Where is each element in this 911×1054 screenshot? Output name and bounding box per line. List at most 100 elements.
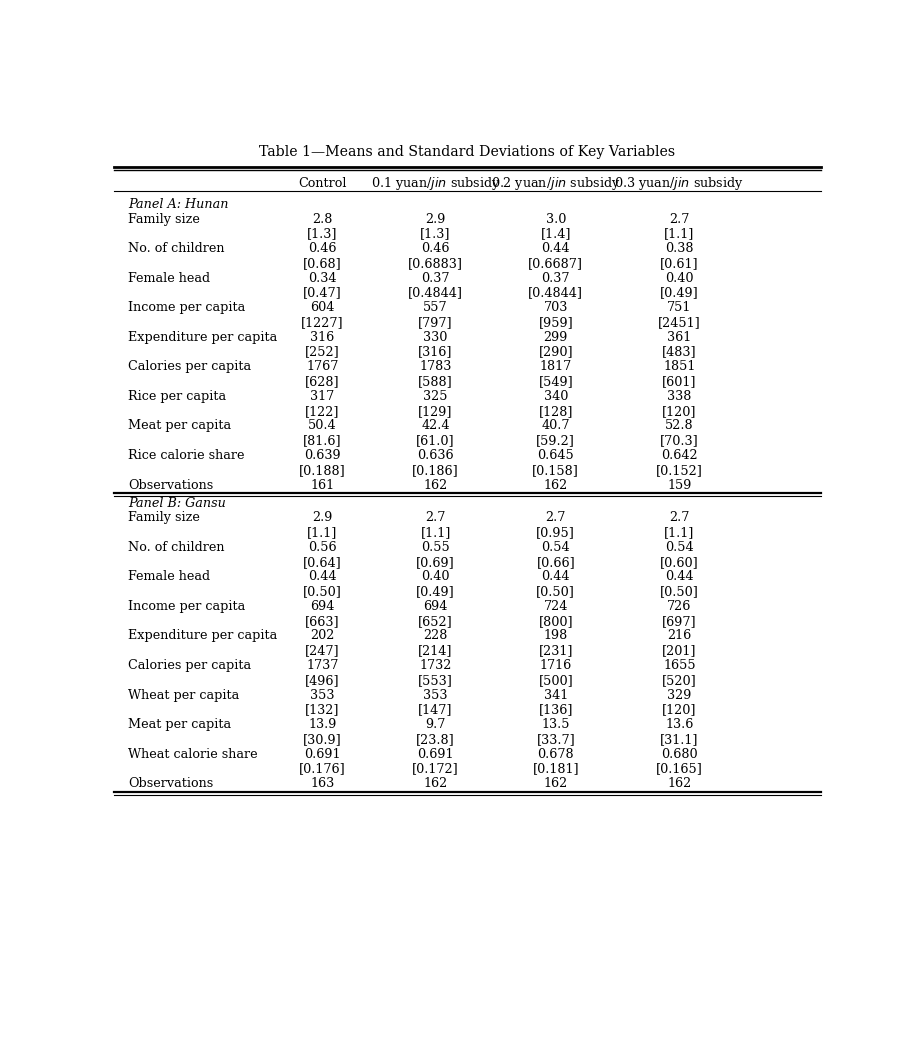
Text: 1732: 1732 (419, 659, 451, 672)
Text: 0.680: 0.680 (660, 747, 697, 761)
Text: 3.0: 3.0 (545, 213, 566, 226)
Text: 161: 161 (310, 479, 334, 491)
Text: [0.64]: [0.64] (302, 555, 342, 569)
Text: [1.1]: [1.1] (663, 228, 694, 240)
Text: 0.46: 0.46 (308, 242, 336, 255)
Text: [59.2]: [59.2] (536, 434, 575, 447)
Text: 1851: 1851 (662, 360, 695, 373)
Text: 0.645: 0.645 (537, 449, 574, 462)
Text: 340: 340 (543, 390, 568, 403)
Text: [120]: [120] (661, 405, 696, 417)
Text: 0.691: 0.691 (304, 747, 341, 761)
Text: 159: 159 (667, 479, 691, 491)
Text: 2.9: 2.9 (425, 213, 445, 226)
Text: 751: 751 (667, 301, 691, 314)
Text: [0.4844]: [0.4844] (527, 287, 583, 299)
Text: 50.4: 50.4 (308, 419, 336, 432)
Text: [31.1]: [31.1] (660, 733, 698, 746)
Text: 1737: 1737 (306, 659, 338, 672)
Text: [129]: [129] (418, 405, 453, 417)
Text: Meat per capita: Meat per capita (128, 718, 231, 731)
Text: Table 1—Means and Standard Deviations of Key Variables: Table 1—Means and Standard Deviations of… (259, 145, 675, 159)
Text: [0.60]: [0.60] (660, 555, 698, 569)
Text: [496]: [496] (305, 674, 340, 687)
Text: [0.172]: [0.172] (412, 762, 458, 776)
Text: 0.37: 0.37 (541, 272, 569, 285)
Text: 694: 694 (310, 600, 334, 613)
Text: [0.47]: [0.47] (302, 287, 342, 299)
Text: No. of children: No. of children (128, 541, 224, 553)
Text: 162: 162 (423, 479, 447, 491)
Text: [553]: [553] (418, 674, 453, 687)
Text: 2.9: 2.9 (312, 511, 333, 524)
Text: 361: 361 (667, 331, 691, 344)
Text: [81.6]: [81.6] (302, 434, 342, 447)
Text: Rice calorie share: Rice calorie share (128, 449, 244, 462)
Text: 0.1 yuan/$\it{jin}$ subsidy: 0.1 yuan/$\it{jin}$ subsidy (370, 175, 500, 192)
Text: Observations: Observations (128, 777, 213, 790)
Text: [0.188]: [0.188] (299, 464, 345, 476)
Text: [201]: [201] (661, 644, 696, 658)
Text: Calories per capita: Calories per capita (128, 360, 251, 373)
Text: [1.3]: [1.3] (307, 228, 337, 240)
Text: 52.8: 52.8 (664, 419, 693, 432)
Text: 2.7: 2.7 (425, 511, 445, 524)
Text: [290]: [290] (537, 346, 572, 358)
Text: [252]: [252] (305, 346, 340, 358)
Text: [0.186]: [0.186] (412, 464, 458, 476)
Text: [483]: [483] (661, 346, 696, 358)
Text: 0.40: 0.40 (664, 272, 693, 285)
Text: [628]: [628] (305, 375, 340, 388)
Text: [0.66]: [0.66] (536, 555, 575, 569)
Text: 724: 724 (543, 600, 568, 613)
Text: [0.49]: [0.49] (415, 585, 455, 599)
Text: [0.181]: [0.181] (532, 762, 578, 776)
Text: 353: 353 (310, 688, 334, 702)
Text: [549]: [549] (537, 375, 572, 388)
Text: 0.2 yuan/$\it{jin}$ subsidy: 0.2 yuan/$\it{jin}$ subsidy (490, 175, 619, 192)
Text: 198: 198 (543, 629, 568, 643)
Text: 40.7: 40.7 (541, 419, 569, 432)
Text: 228: 228 (423, 629, 447, 643)
Text: No. of children: No. of children (128, 242, 224, 255)
Text: Expenditure per capita: Expenditure per capita (128, 629, 277, 643)
Text: 13.5: 13.5 (541, 718, 569, 731)
Text: [1227]: [1227] (301, 316, 343, 329)
Text: 162: 162 (543, 479, 568, 491)
Text: Income per capita: Income per capita (128, 600, 245, 613)
Text: 1716: 1716 (539, 659, 571, 672)
Text: [1.1]: [1.1] (420, 526, 450, 539)
Text: [147]: [147] (418, 703, 453, 717)
Text: 0.44: 0.44 (541, 242, 569, 255)
Text: 0.691: 0.691 (417, 747, 454, 761)
Text: [61.0]: [61.0] (415, 434, 455, 447)
Text: [652]: [652] (418, 614, 453, 628)
Text: 703: 703 (543, 301, 568, 314)
Text: 694: 694 (423, 600, 447, 613)
Text: Wheat per capita: Wheat per capita (128, 688, 239, 702)
Text: [23.8]: [23.8] (415, 733, 455, 746)
Text: 163: 163 (310, 777, 334, 790)
Text: Female head: Female head (128, 272, 210, 285)
Text: 1817: 1817 (539, 360, 571, 373)
Text: [1.1]: [1.1] (663, 526, 694, 539)
Text: 0.636: 0.636 (417, 449, 454, 462)
Text: [1.4]: [1.4] (540, 228, 570, 240)
Text: Calories per capita: Calories per capita (128, 659, 251, 672)
Text: [0.50]: [0.50] (302, 585, 342, 599)
Text: [120]: [120] (661, 703, 696, 717)
Text: 325: 325 (423, 390, 447, 403)
Text: [663]: [663] (305, 614, 340, 628)
Text: 162: 162 (667, 777, 691, 790)
Text: [0.152]: [0.152] (655, 464, 702, 476)
Text: 202: 202 (310, 629, 334, 643)
Text: [0.68]: [0.68] (302, 257, 342, 270)
Text: [0.158]: [0.158] (532, 464, 578, 476)
Text: 316: 316 (310, 331, 334, 344)
Text: [0.50]: [0.50] (536, 585, 575, 599)
Text: Meat per capita: Meat per capita (128, 419, 231, 432)
Text: [0.50]: [0.50] (660, 585, 698, 599)
Text: 0.3 yuan/$\it{jin}$ subsidy: 0.3 yuan/$\it{jin}$ subsidy (614, 175, 743, 192)
Text: [2451]: [2451] (658, 316, 700, 329)
Text: 353: 353 (423, 688, 447, 702)
